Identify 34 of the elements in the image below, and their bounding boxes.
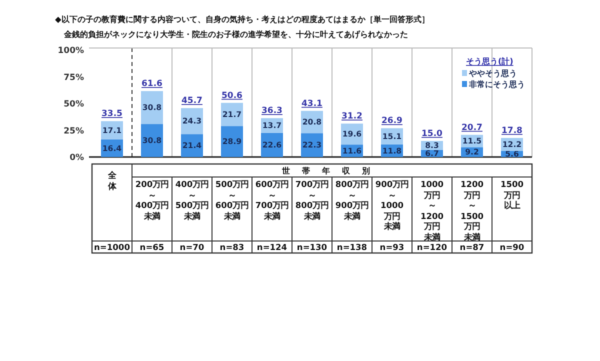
- total-label: 17.8: [502, 126, 523, 136]
- x-tick-label: 200万円～400万円未満: [134, 179, 170, 221]
- total-label: 50.6: [222, 90, 243, 101]
- total-label: 45.7: [182, 96, 203, 106]
- x-tick-label: 全体: [107, 170, 118, 191]
- total-label: 43.1: [302, 98, 323, 109]
- x-tick-label: 400万円～500万円未満: [174, 179, 210, 221]
- x-axis-title: 世帯年収別: [281, 166, 382, 176]
- legend-label: ややそう思う: [468, 69, 517, 78]
- bar: [221, 126, 243, 157]
- legend-title: そう思う(計): [466, 57, 514, 66]
- x-tick-label: 500万円～600万円未満: [214, 179, 250, 221]
- y-tick-label: 0%: [70, 153, 84, 163]
- y-tick-label: 75%: [64, 72, 84, 83]
- total-label: 26.9: [382, 116, 403, 126]
- total-label: 20.7: [462, 122, 483, 133]
- total-label: 61.6: [142, 79, 163, 90]
- legend-label: 非常にそう思う: [468, 80, 525, 89]
- chart-subtitle: 金銭的負担がネックになり大学生・院生のお子様の進学希望を、十分に叶えてあげられなかった: [63, 29, 408, 39]
- x-tick-label: 1500万円以上: [499, 179, 525, 210]
- chart-title: ◆以下の子の教育費に関する内容ついて、自身の気持ち・考えはどの程度あてはまるか［単一回答形式］: [55, 14, 430, 24]
- x-tick-label: 900万円～1000万円未満: [374, 179, 410, 232]
- bar: [141, 91, 163, 124]
- y-tick-label: 100%: [58, 46, 84, 56]
- bar: [141, 124, 163, 157]
- total-label: 36.3: [262, 106, 283, 116]
- x-tick-label: 800万円～900万円未満: [334, 179, 370, 221]
- total-label: 33.5: [102, 109, 123, 120]
- x-tick-label: 700万円～800万円未満: [294, 179, 330, 221]
- y-tick-label: 50%: [64, 100, 84, 110]
- total-label: 15.0: [422, 128, 443, 139]
- y-tick-label: 25%: [64, 126, 84, 136]
- total-label: 31.2: [342, 112, 363, 122]
- x-tick-label: 600万円～700万円未満: [254, 179, 290, 221]
